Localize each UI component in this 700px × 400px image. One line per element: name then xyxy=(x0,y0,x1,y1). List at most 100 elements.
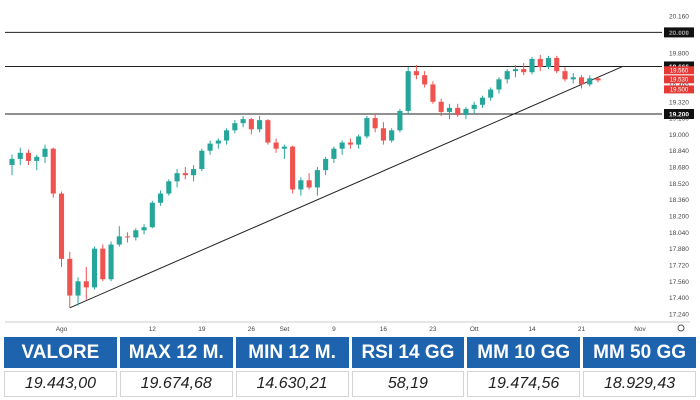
candle-body xyxy=(174,173,180,182)
candle-body xyxy=(323,158,329,171)
candle xyxy=(240,116,246,128)
candle xyxy=(248,118,254,135)
candle-body xyxy=(158,193,164,203)
candle-body xyxy=(422,75,428,85)
candle-body xyxy=(463,108,469,116)
candle xyxy=(191,165,197,182)
candle xyxy=(158,190,164,206)
candle xyxy=(50,147,56,198)
candle-body xyxy=(521,69,527,73)
candle xyxy=(529,56,535,75)
candle-body xyxy=(34,156,40,161)
x-tick-label: 16 xyxy=(380,326,388,333)
candle xyxy=(364,116,370,139)
candle-body xyxy=(545,57,552,68)
candle-body xyxy=(248,119,254,130)
candle-body xyxy=(595,78,601,81)
candle xyxy=(430,81,436,104)
y-tick-label: 18.040 xyxy=(669,230,689,237)
candle-body xyxy=(25,152,32,161)
candle-body xyxy=(380,128,386,141)
candle-body xyxy=(207,143,213,151)
candle xyxy=(116,226,122,247)
stat-value-rsi-14: 58,19 xyxy=(351,371,465,397)
stats-table: VALORE MAX 12 M. MIN 12 M. RSI 14 GG MM … xyxy=(4,337,696,397)
x-tick-label: Ott xyxy=(470,326,479,333)
candle-body xyxy=(298,180,304,190)
candle-body xyxy=(455,107,461,116)
candle-body xyxy=(314,170,320,188)
candle-body xyxy=(372,118,378,129)
candle xyxy=(521,63,527,76)
candle-body xyxy=(17,152,23,159)
candle xyxy=(199,148,205,172)
y-tick-label: 17.400 xyxy=(669,295,689,302)
price-tag-bg-2 xyxy=(664,85,694,94)
x-tick-label: 21 xyxy=(578,326,586,333)
candle-body xyxy=(116,236,122,245)
candle xyxy=(306,173,312,190)
candle xyxy=(455,103,461,118)
candle xyxy=(257,116,263,133)
y-tick-label: 18.200 xyxy=(669,214,689,221)
candle-body xyxy=(58,193,65,259)
level-tag-label-0: 20.000 xyxy=(669,30,689,37)
x-tick-label: 26 xyxy=(248,326,256,333)
candle xyxy=(422,71,428,88)
candle xyxy=(314,167,320,196)
candle xyxy=(405,67,411,114)
price-tag-bg-1 xyxy=(664,66,694,75)
candle-body xyxy=(91,248,98,288)
candle xyxy=(281,144,287,159)
price-tag-label-0: 19.530 xyxy=(670,78,689,84)
candles xyxy=(9,54,601,308)
candle xyxy=(488,87,494,101)
candle xyxy=(224,128,230,145)
candle xyxy=(512,65,519,78)
candle xyxy=(124,232,131,243)
trendline xyxy=(69,66,623,309)
candle xyxy=(174,169,180,188)
candle-body xyxy=(124,236,131,238)
candle-body xyxy=(347,142,353,145)
stat-header-mm-10: MM 10 GG xyxy=(467,337,581,368)
candle-body xyxy=(149,202,155,228)
candle xyxy=(339,140,345,155)
candle xyxy=(570,73,576,84)
y-tick-label: 18.840 xyxy=(669,148,689,155)
x-tick-label: 12 xyxy=(149,326,157,333)
candle-body xyxy=(182,173,188,176)
candle-body xyxy=(42,148,48,157)
candle-body xyxy=(364,118,370,137)
candle-body xyxy=(191,169,197,176)
candle xyxy=(471,101,477,114)
candle xyxy=(554,55,560,74)
candle-body xyxy=(397,110,403,131)
candle xyxy=(479,95,486,108)
trendline-layer xyxy=(69,66,623,309)
candle xyxy=(9,154,15,176)
candle xyxy=(504,69,510,84)
candle xyxy=(100,244,106,282)
candle-body xyxy=(339,142,345,149)
candle-body xyxy=(141,227,147,231)
x-tick-label: Set xyxy=(279,326,289,333)
stat-value-max-12m: 19.674,68 xyxy=(119,371,233,397)
candle-body xyxy=(389,130,395,141)
candle-body xyxy=(67,258,73,296)
y-tick-label: 20.160 xyxy=(669,14,689,21)
candle-body xyxy=(479,97,486,105)
candle-body xyxy=(471,104,477,109)
candle-body xyxy=(570,77,576,80)
candle-body xyxy=(9,158,15,165)
candle xyxy=(463,106,469,120)
candle xyxy=(141,224,147,235)
candle-body xyxy=(199,150,205,170)
stat-header-mm-50: MM 50 GG xyxy=(583,337,696,368)
candle xyxy=(133,228,139,241)
candle xyxy=(397,108,403,133)
candle-body xyxy=(562,71,568,80)
y-axis: 20.16020.00019.80019.64019.48019.32019.1… xyxy=(669,14,689,319)
candle xyxy=(108,241,114,282)
